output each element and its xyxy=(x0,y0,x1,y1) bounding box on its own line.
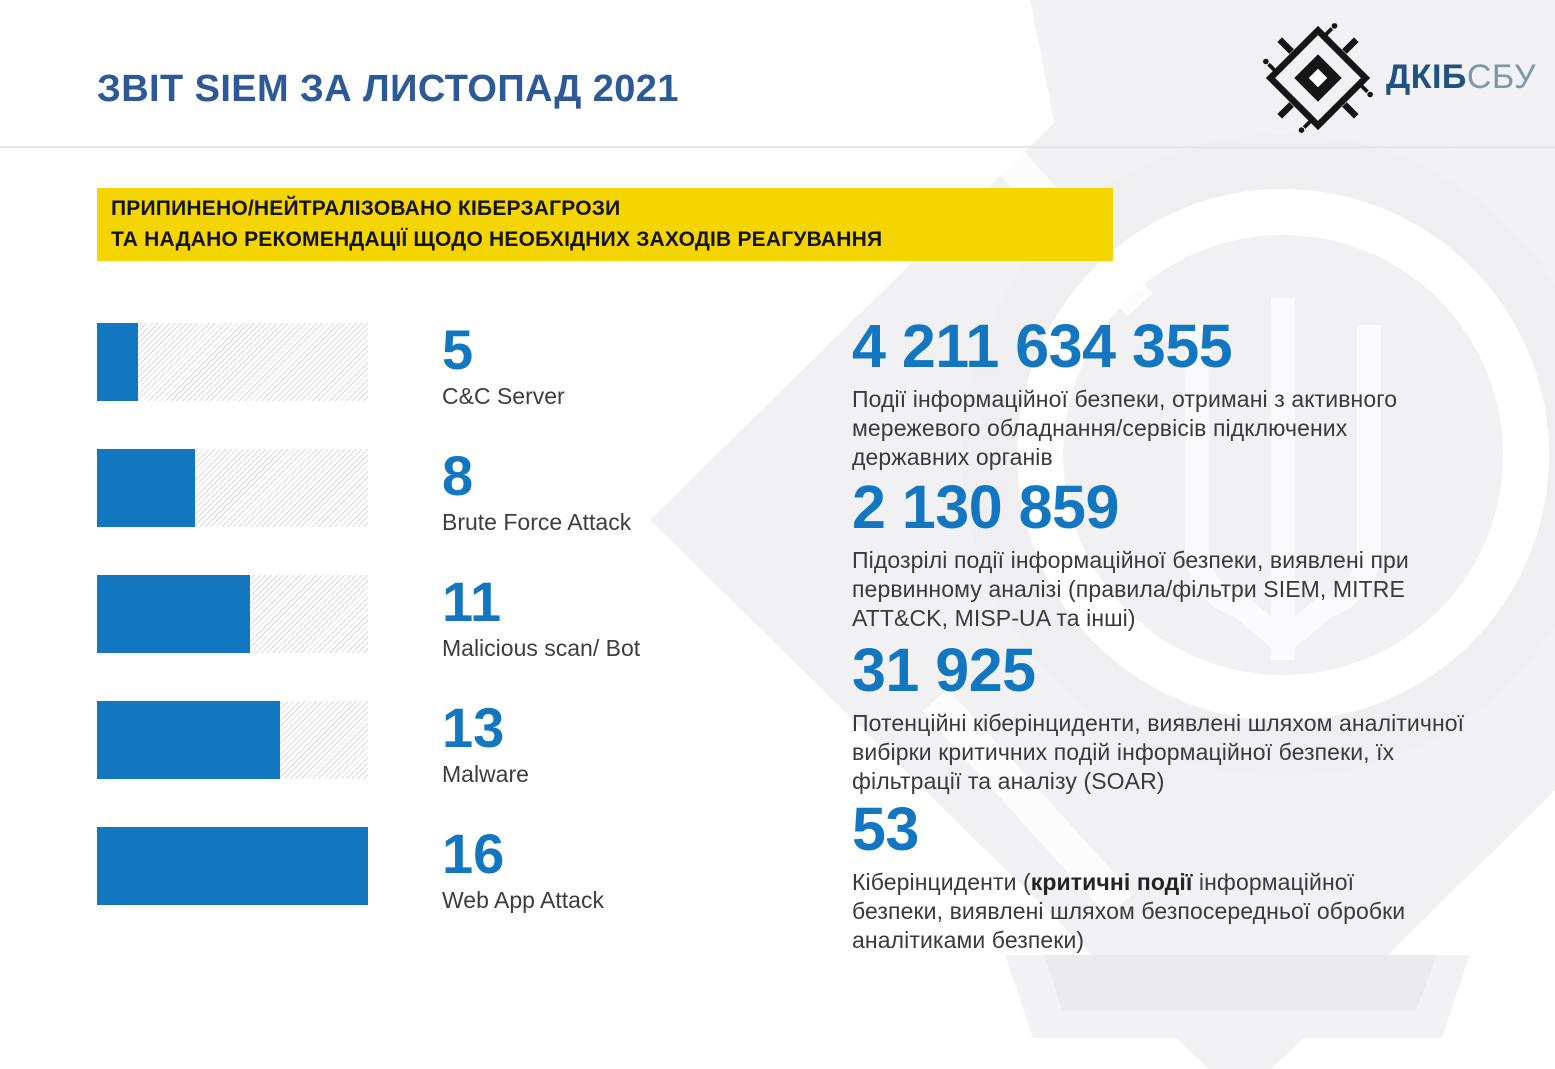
bar-fill xyxy=(97,575,251,653)
stat-description-after: інформаційної безпеки, виявлені шляхом б… xyxy=(852,869,1406,953)
bar-row-malicious-scan: 11 Malicious scan/ Bot xyxy=(97,573,757,661)
stat-description-before: Кіберінциденти ( xyxy=(852,869,1031,895)
bar-track xyxy=(97,575,368,653)
logo-text-primary: ДКІБ xyxy=(1386,58,1467,96)
bar-label: Malware xyxy=(442,761,529,788)
bar-fill xyxy=(97,701,281,779)
stat-value: 2 130 859 xyxy=(852,473,1119,541)
bar-track xyxy=(97,827,368,905)
bar-value: 16 xyxy=(442,822,505,885)
bar-label: Malicious scan/ Bot xyxy=(442,635,641,662)
bar-row-cc-server: 5 C&C Server xyxy=(97,321,757,409)
bar-meta: 5 C&C Server xyxy=(442,318,565,410)
circuit-diamond-logo-icon xyxy=(1263,23,1373,133)
bar-meta: 16 Web App Attack xyxy=(442,822,604,914)
bar-fill xyxy=(97,827,368,905)
bar-value: 13 xyxy=(442,696,505,759)
stat-value: 4 211 634 355 xyxy=(852,312,1233,380)
bar-track xyxy=(97,449,368,527)
bar-label: Brute Force Attack xyxy=(442,509,632,536)
bar-meta: 13 Malware xyxy=(442,696,529,788)
bar-fill xyxy=(97,449,195,527)
stat-description: Підозрілі події інформаційної безпеки, в… xyxy=(852,547,1409,631)
stat-suspicious-events: 2 130 859 Підозрілі події інформаційної … xyxy=(852,477,1552,632)
bar-value: 11 xyxy=(442,570,502,633)
stat-cyber-incidents: 53 Кіберінциденти (критичні події інформ… xyxy=(852,799,1552,954)
bar-track xyxy=(97,701,368,779)
bar-value: 8 xyxy=(442,444,474,507)
bar-track xyxy=(97,323,368,401)
bar-label: Web App Attack xyxy=(442,887,604,914)
stat-description-bold: критичні події xyxy=(1030,869,1193,895)
stat-value: 31 925 xyxy=(852,636,1036,704)
bar-fill xyxy=(97,323,139,401)
logo-text-secondary: СБУ xyxy=(1466,58,1537,96)
page-title: ЗВІТ SIEM ЗА ЛИСТОПАД 2021 xyxy=(97,68,679,110)
stat-description: Кіберінциденти (критичні події інформаці… xyxy=(852,868,1552,954)
bar-label: C&C Server xyxy=(442,383,565,410)
bar-meta: 11 Malicious scan/ Bot xyxy=(442,570,641,662)
bar-row-web-app-attack: 16 Web App Attack xyxy=(97,825,757,913)
dkib-sbu-logo: ДКІБСБУ xyxy=(1262,22,1542,134)
stat-description: Потенційні кіберінциденти, виявлені шлях… xyxy=(852,710,1465,794)
bar-value: 5 xyxy=(442,318,474,381)
stat-value: 53 xyxy=(852,795,919,863)
bar-row-brute-force: 8 Brute Force Attack xyxy=(97,447,757,535)
logo-text: ДКІБСБУ xyxy=(1386,60,1536,94)
header-divider xyxy=(0,146,1555,148)
stat-security-events: 4 211 634 355 Події інформаційної безпек… xyxy=(852,316,1552,471)
threats-bar-chart: 5 C&C Server 8 Brute Force Attack 11 Mal… xyxy=(97,321,757,913)
bar-meta: 8 Brute Force Attack xyxy=(442,444,632,536)
banner-headline: ПРИПИНЕНО/НЕЙТРАЛІЗОВАНО КІБЕРЗАГРОЗИ ТА… xyxy=(97,188,1113,261)
bar-row-malware: 13 Malware xyxy=(97,699,757,787)
stat-description: Події інформаційної безпеки, отримані з … xyxy=(852,386,1398,470)
stat-potential-incidents: 31 925 Потенційні кіберінциденти, виявле… xyxy=(852,640,1552,795)
